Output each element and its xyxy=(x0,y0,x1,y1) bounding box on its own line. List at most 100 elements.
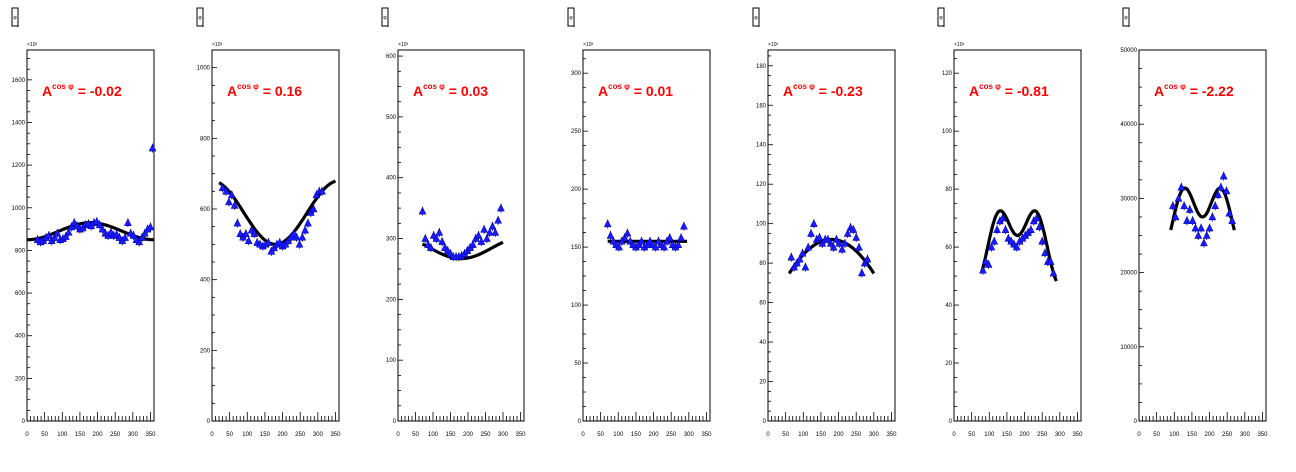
x-tick-label: 50 xyxy=(226,432,233,438)
data-point xyxy=(1185,204,1194,213)
x-tick-label: 300 xyxy=(1055,432,1066,438)
data-point xyxy=(818,238,827,247)
panel-title-text: φ xyxy=(569,15,573,21)
y-tick-label: 0 xyxy=(763,419,767,425)
y-tick-label: 80 xyxy=(945,187,952,193)
asymmetry-label: Acos φ = 0.16 xyxy=(227,82,302,99)
x-tick-label: 200 xyxy=(463,432,474,438)
x-tick-label: 50 xyxy=(968,432,975,438)
data-point xyxy=(468,240,477,248)
x-tick-label: 100 xyxy=(242,432,253,438)
data-point xyxy=(1191,223,1200,232)
y-exponent-label: ×10³ xyxy=(27,42,37,48)
y-tick-label: 100 xyxy=(942,129,953,135)
data-point xyxy=(855,242,863,251)
data-point xyxy=(225,197,233,206)
x-tick-label: 150 xyxy=(1002,432,1013,438)
asym-value: = -0.02 xyxy=(74,83,122,99)
x-tick-label: 150 xyxy=(816,432,827,438)
asym-superscript: cos φ xyxy=(423,82,445,91)
x-tick-label: 100 xyxy=(1169,432,1180,438)
data-point xyxy=(474,230,483,239)
data-point xyxy=(129,230,138,239)
y-tick-label: 300 xyxy=(571,71,582,77)
y-tick-label: 600 xyxy=(15,291,26,297)
asymmetry-label: Acos φ = -0.02 xyxy=(42,82,122,99)
data-point xyxy=(801,262,810,271)
data-point xyxy=(135,237,144,246)
data-point xyxy=(1208,212,1217,221)
asym-superscript: cos φ xyxy=(52,82,74,91)
y-tick-label: 10000 xyxy=(1120,345,1137,351)
x-tick-label: 200 xyxy=(1020,432,1031,438)
data-point xyxy=(264,238,273,246)
y-exponent-label: ×10³ xyxy=(768,42,778,48)
x-tick-label: 250 xyxy=(295,432,306,438)
data-point xyxy=(298,232,307,241)
data-point xyxy=(218,183,227,192)
data-point xyxy=(1194,230,1203,239)
panel-title-text: φ xyxy=(383,15,387,21)
data-point xyxy=(984,259,993,268)
x-tick-label: 350 xyxy=(515,432,526,438)
y-tick-label: 30000 xyxy=(1120,196,1137,202)
y-tick-label: 120 xyxy=(942,71,953,77)
y-tick-label: 250 xyxy=(571,129,582,135)
panel-title-box: φ xyxy=(567,7,575,27)
y-tick-label: 1400 xyxy=(12,120,26,126)
x-tick-label: 300 xyxy=(128,432,139,438)
data-point xyxy=(795,254,804,263)
x-tick-label: 100 xyxy=(984,432,995,438)
asymmetry-label: Acos φ = -2.22 xyxy=(1154,82,1234,99)
data-point xyxy=(679,221,688,230)
data-point xyxy=(793,258,801,267)
panel-4: φ 0 50 100 150 200 250 300 350 0 50 100 150 200 250 300… xyxy=(567,7,712,438)
panel-title-box: φ xyxy=(937,7,945,27)
data-point xyxy=(838,244,846,253)
y-exponent-label: ×10³ xyxy=(583,42,593,48)
data-point xyxy=(227,190,236,199)
y-tick-label: 0 xyxy=(1134,419,1138,425)
y-tick-label: 200 xyxy=(200,348,211,354)
data-point xyxy=(637,236,646,245)
asym-superscript: cos φ xyxy=(979,82,1001,91)
data-point xyxy=(432,233,441,242)
data-point xyxy=(1001,225,1010,233)
y-tick-label: 20000 xyxy=(1120,271,1137,277)
data-point xyxy=(61,232,70,240)
data-point xyxy=(1200,238,1208,247)
data-point xyxy=(1012,242,1021,251)
asym-value: = 0.01 xyxy=(630,83,673,99)
x-tick-label: 200 xyxy=(278,432,289,438)
data-point xyxy=(98,224,107,233)
data-point xyxy=(798,248,807,257)
data-point xyxy=(852,232,861,241)
asym-superscript: cos φ xyxy=(608,82,630,91)
data-point xyxy=(146,222,155,231)
asym-value: = -0.23 xyxy=(815,83,863,99)
x-tick-label: 350 xyxy=(886,432,897,438)
plot-frame xyxy=(211,49,340,422)
x-tick-label: 50 xyxy=(412,432,419,438)
data-point xyxy=(809,219,818,227)
data-point xyxy=(1214,190,1222,198)
data-point xyxy=(494,215,503,224)
data-point xyxy=(53,228,62,237)
data-point xyxy=(1183,216,1191,224)
y-tick-label: 800 xyxy=(15,248,26,254)
x-tick-label: 0 xyxy=(25,432,29,438)
asymmetry-label: Acos φ = -0.23 xyxy=(783,82,863,99)
x-tick-label: 300 xyxy=(313,432,324,438)
y-tick-label: 200 xyxy=(15,376,26,382)
x-tick-label: 200 xyxy=(93,432,104,438)
x-tick-label: 150 xyxy=(75,432,86,438)
data-point xyxy=(140,228,149,237)
x-tick-label: 0 xyxy=(581,432,585,438)
y-tick-label: 0 xyxy=(22,419,26,425)
data-point xyxy=(67,222,76,231)
data-point xyxy=(987,242,996,251)
asymmetry-label: Acos φ = 0.01 xyxy=(598,82,673,99)
panel-title-text: φ xyxy=(1124,15,1128,21)
x-tick-label: 150 xyxy=(260,432,271,438)
data-point xyxy=(1038,236,1047,245)
